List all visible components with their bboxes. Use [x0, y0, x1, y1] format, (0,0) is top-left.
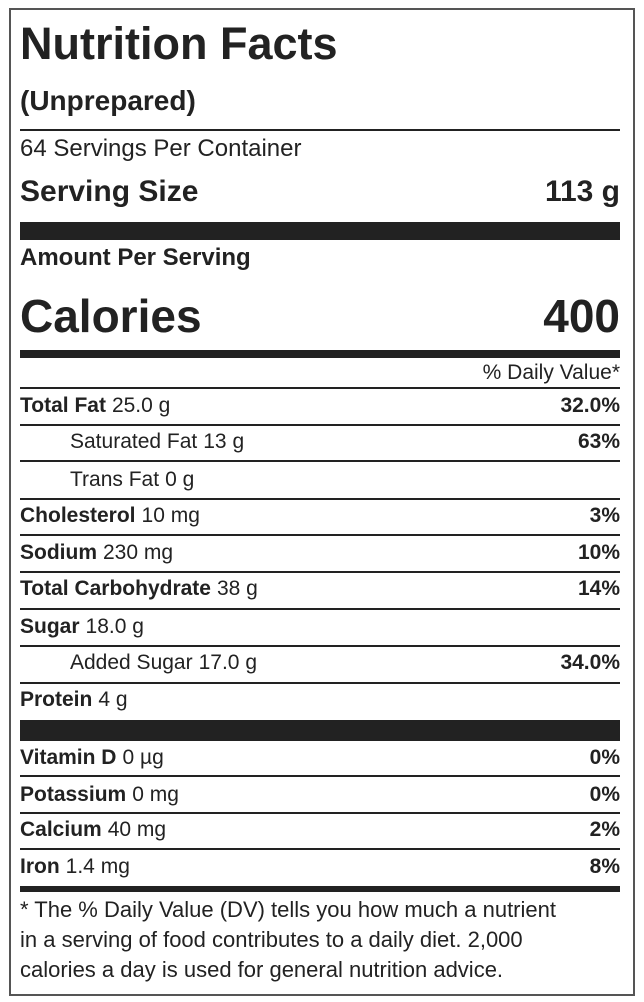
nutrient-amount: 13 g	[203, 430, 245, 453]
divider	[20, 498, 620, 500]
vitamin-name: Iron	[20, 855, 60, 878]
nutrient-name: Total Fat	[20, 394, 106, 417]
nutrient-dv: 63%	[577, 430, 620, 453]
amount-per-serving: Amount Per Serving	[20, 244, 251, 271]
vitamin-row: Calcium 40 mg 2%	[20, 812, 620, 848]
vitamin-amount: 0 µg	[122, 746, 164, 769]
nutrient-name: Sugar	[20, 615, 80, 638]
serving-size: 113 g	[544, 175, 620, 208]
divider	[20, 129, 620, 131]
thick-bar	[20, 720, 620, 741]
calories: 400	[543, 290, 620, 342]
nutrient-dv: 32.0%	[560, 394, 620, 417]
nutrient-amount: 18.0 g	[85, 615, 144, 638]
nutrient-amount: 38 g	[216, 577, 258, 600]
nutrient-dv: 14%	[577, 577, 620, 600]
vitamin-dv: 0%	[589, 746, 620, 769]
nutrient-name: Cholesterol	[20, 504, 136, 527]
nutrient-row: Saturated Fat 13 g 63%	[20, 424, 620, 460]
nutrient-amount: 4 g	[98, 688, 128, 711]
divider	[20, 848, 620, 850]
nutrient-row: Protein 4 g	[20, 682, 620, 718]
divider	[20, 571, 620, 573]
serving-size-label: Serving Size	[20, 175, 199, 208]
vitamin-row: Iron 1.4 mg 8%	[20, 849, 620, 885]
vitamin-amount: 40 mg	[107, 818, 167, 841]
nutrient-name: Total Carbohydrate	[20, 577, 211, 600]
divider	[20, 534, 620, 536]
nutrient-dv: 3%	[589, 504, 620, 527]
nutrient-amount: 230 mg	[103, 541, 174, 564]
nutrient-row: Sodium 230 mg 10%	[20, 535, 620, 571]
nutrient-row: Cholesterol 10 mg 3%	[20, 498, 620, 534]
nutrient-name: Saturated Fat	[70, 430, 198, 453]
vitamin-dv: 0%	[589, 783, 620, 806]
nutrient-amount: 10 mg	[141, 504, 200, 527]
subtitle: (Unprepared)	[20, 85, 196, 116]
nutrient-row: Sugar 18.0 g	[20, 609, 620, 645]
thick-bar	[20, 222, 620, 240]
divider	[20, 460, 620, 462]
vitamin-amount: 1.4 mg	[65, 855, 130, 878]
nutrient-row: Trans Fat 0 g	[20, 462, 620, 498]
divider	[20, 812, 620, 814]
vitamin-name: Vitamin D	[20, 746, 117, 769]
nutrient-name: Protein	[20, 688, 93, 711]
label-border	[9, 8, 635, 996]
footnote-line: * The % Daily Value (DV) tells you how m…	[20, 897, 556, 922]
nutrient-name: Trans Fat	[70, 468, 160, 491]
vitamin-amount: 0 mg	[132, 783, 179, 806]
nutrient-amount: 0 g	[165, 468, 195, 491]
footnote-line: in a serving of food contributes to a da…	[20, 927, 523, 952]
divider	[20, 682, 620, 684]
vitamin-row: Potassium 0 mg 0%	[20, 777, 620, 813]
divider	[20, 645, 620, 647]
divider	[20, 424, 620, 426]
nutrient-row: Total Fat 25.0 g 32.0%	[20, 388, 620, 424]
vitamin-name: Potassium	[20, 783, 127, 806]
divider	[20, 387, 620, 389]
nutrient-dv: 10%	[577, 541, 620, 564]
thick-bar	[20, 350, 620, 358]
divider	[20, 608, 620, 610]
servings: 64 Servings Per Container	[20, 135, 302, 162]
nutrient-name: Sodium	[20, 541, 97, 564]
nutrient-amount: 17.0 g	[198, 651, 257, 674]
calories-label: Calories	[20, 290, 202, 342]
nutrient-dv: 34.0%	[560, 651, 620, 674]
vitamin-dv: 2%	[589, 818, 620, 841]
daily-value-header: % Daily Value*	[482, 361, 620, 384]
footnote-line: calories a day is used for general nutri…	[20, 957, 504, 982]
vitamin-name: Calcium	[20, 818, 102, 841]
thick-bar	[20, 886, 620, 892]
title: Nutrition Facts	[20, 18, 338, 69]
nutrient-row: Total Carbohydrate 38 g 14%	[20, 571, 620, 607]
divider	[20, 775, 620, 777]
nutrient-row: Added Sugar 17.0 g 34.0%	[20, 645, 620, 681]
vitamin-dv: 8%	[589, 855, 620, 878]
nutrient-name: Added Sugar	[70, 651, 193, 674]
nutrient-amount: 25.0 g	[111, 394, 171, 417]
